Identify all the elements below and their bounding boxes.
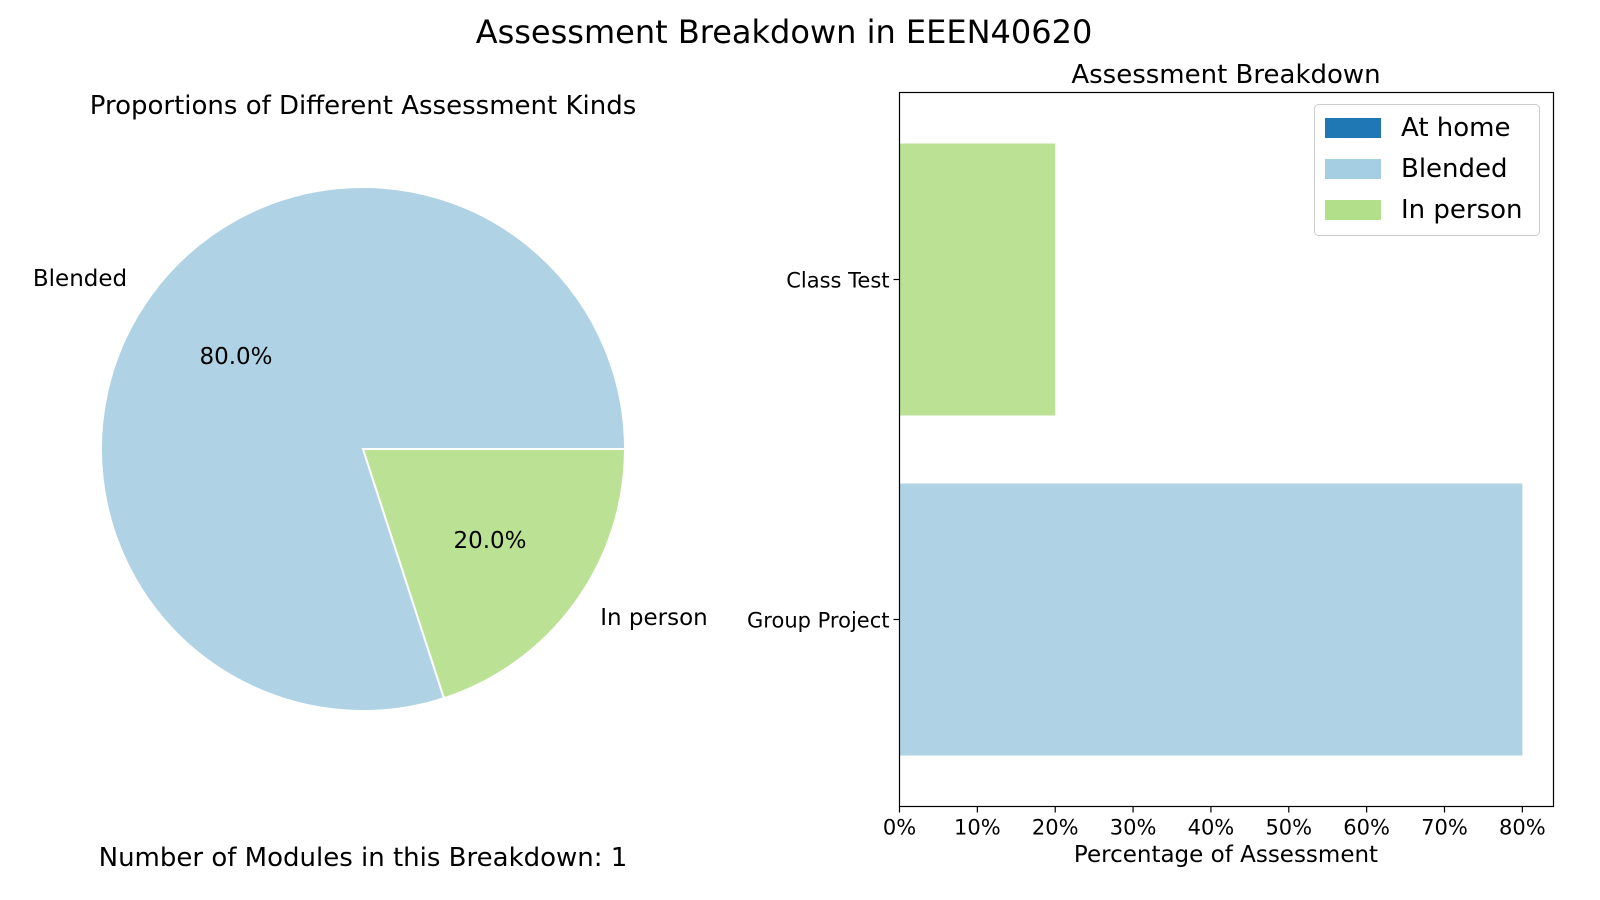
x-tick-label: 60% — [1343, 816, 1390, 840]
legend-label-in-person: In person — [1401, 195, 1523, 225]
pie-slices — [100, 186, 627, 712]
legend-label-blended: Blended — [1401, 154, 1508, 184]
x-axis-label: Percentage of Assessment — [1074, 842, 1378, 868]
pie-title: Proportions of Different Assessment Kind… — [90, 91, 637, 121]
pie-label-in-person: In person — [600, 605, 708, 631]
x-tick-label: 0% — [883, 816, 916, 840]
pie-label-blended: Blended — [33, 266, 127, 292]
plot-frame — [898, 91, 1555, 808]
bars — [899, 143, 1523, 756]
legend-label-at-home: At home — [1401, 113, 1511, 143]
legend-swatch-in-person — [1325, 200, 1381, 220]
pie-slice-blended — [100, 186, 627, 712]
figure-title: Assessment Breakdown in EEEN40620 — [476, 13, 1093, 51]
pie-pct-blended: 80.0% — [199, 344, 272, 370]
legend: At home Blended In person — [1314, 104, 1540, 236]
y-tick-label: Group Project — [747, 609, 889, 633]
legend-swatch-at-home — [1325, 118, 1381, 138]
bar-title: Assessment Breakdown — [1071, 60, 1380, 90]
y-tick-label: Class Test — [786, 269, 889, 293]
x-tick-label: 70% — [1421, 816, 1468, 840]
bar-chart-panel: Assessment Breakdown 0% 10% 20% 30% 40% 50% 60… — [747, 60, 1555, 868]
x-tick-label: 80% — [1499, 816, 1546, 840]
x-tick-label: 50% — [1265, 816, 1312, 840]
x-tick-label: 10% — [954, 816, 1001, 840]
x-axis-ticks: 0% 10% 20% 30% 40% 50% 60% 70% 80% — [883, 806, 1546, 840]
bar-group-project — [899, 483, 1523, 756]
bar-class-test — [899, 143, 1056, 416]
pie-chart-panel: Proportions of Different Assessment Kind… — [33, 91, 708, 873]
x-tick-label: 30% — [1110, 816, 1157, 840]
x-tick-label: 20% — [1032, 816, 1079, 840]
pie-pct-in-person: 20.0% — [453, 528, 526, 554]
module-count-note: Number of Modules in this Breakdown: 1 — [99, 843, 628, 873]
y-axis-ticks: Class Test Group Project — [747, 269, 900, 633]
x-tick-label: 40% — [1188, 816, 1235, 840]
legend-entries: At home Blended In person — [1325, 113, 1523, 225]
pie-slice-in-person — [361, 448, 627, 700]
legend-swatch-blended — [1325, 159, 1381, 179]
